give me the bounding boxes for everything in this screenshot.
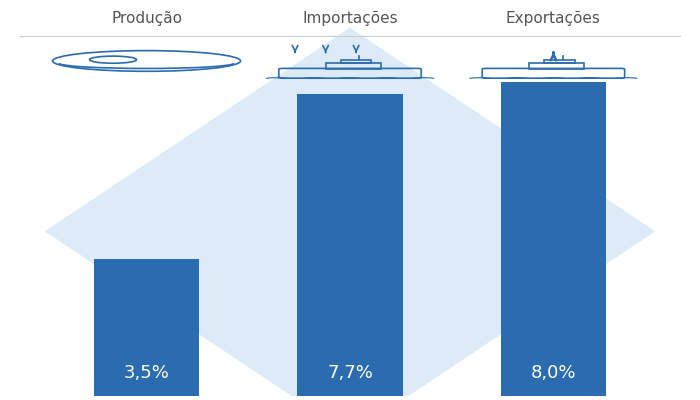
FancyBboxPatch shape xyxy=(94,259,200,396)
Bar xyxy=(341,60,372,63)
Bar xyxy=(326,63,381,69)
Text: 8,0%: 8,0% xyxy=(531,364,576,382)
Text: Importações: Importações xyxy=(302,11,398,26)
Text: Exportações: Exportações xyxy=(506,11,601,26)
Text: 3,5%: 3,5% xyxy=(124,364,169,382)
Bar xyxy=(529,63,584,69)
Text: 3: 3 xyxy=(323,225,398,331)
Text: 7,7%: 7,7% xyxy=(327,364,373,382)
Text: Produção: Produção xyxy=(111,11,182,26)
Polygon shape xyxy=(45,28,655,400)
Bar xyxy=(545,60,575,63)
FancyBboxPatch shape xyxy=(500,82,606,396)
FancyBboxPatch shape xyxy=(297,94,403,396)
